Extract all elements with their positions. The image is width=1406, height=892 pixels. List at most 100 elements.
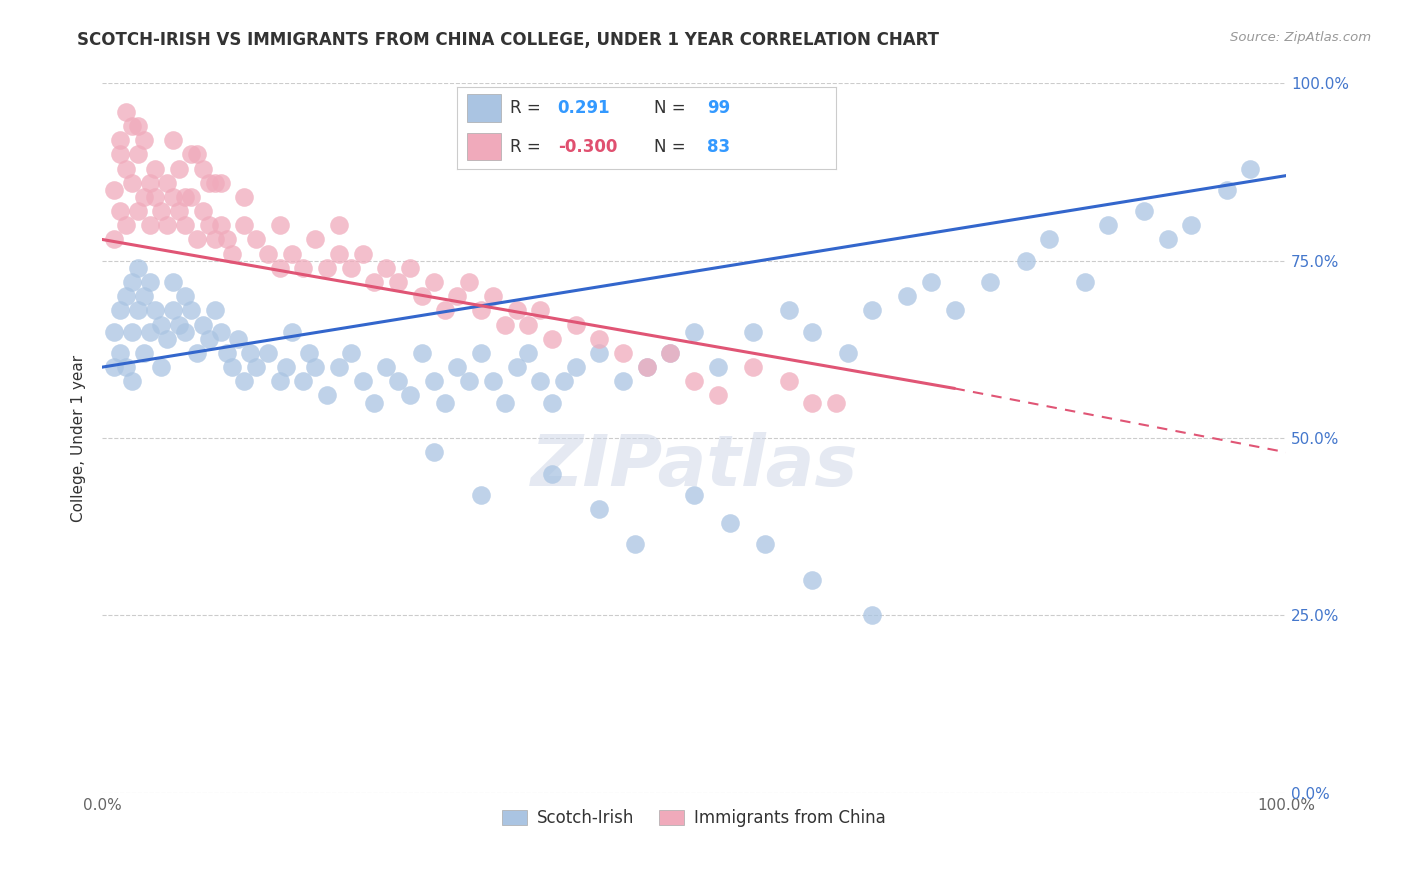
Point — [612, 346, 634, 360]
Point — [742, 360, 765, 375]
Point — [108, 303, 131, 318]
Point — [269, 219, 291, 233]
Point — [422, 445, 444, 459]
Point — [588, 346, 610, 360]
Point — [269, 260, 291, 275]
Point — [801, 395, 824, 409]
Point — [387, 275, 409, 289]
Point — [145, 161, 167, 176]
Point — [115, 289, 138, 303]
Point — [588, 502, 610, 516]
Point — [156, 332, 179, 346]
Point — [612, 374, 634, 388]
Point — [387, 374, 409, 388]
Point — [132, 289, 155, 303]
Point — [399, 388, 422, 402]
Point — [422, 374, 444, 388]
Point — [162, 133, 184, 147]
Point — [541, 467, 564, 481]
Point — [375, 360, 398, 375]
Point — [191, 161, 214, 176]
Text: Source: ZipAtlas.com: Source: ZipAtlas.com — [1230, 31, 1371, 45]
Point — [186, 147, 208, 161]
Point — [1216, 183, 1239, 197]
Point — [446, 289, 468, 303]
Point — [482, 374, 505, 388]
Point — [434, 303, 457, 318]
Point — [363, 395, 385, 409]
Point — [316, 260, 339, 275]
Point — [121, 374, 143, 388]
Point — [529, 374, 551, 388]
Point — [706, 360, 728, 375]
Point — [298, 346, 321, 360]
Point — [121, 325, 143, 339]
Point — [482, 289, 505, 303]
Point — [245, 232, 267, 246]
Point — [375, 260, 398, 275]
Point — [197, 332, 219, 346]
Point — [292, 374, 315, 388]
Point — [340, 346, 363, 360]
Point — [505, 360, 527, 375]
Point — [138, 176, 160, 190]
Point — [138, 325, 160, 339]
Point — [280, 325, 302, 339]
Point — [233, 190, 256, 204]
Legend: Scotch-Irish, Immigrants from China: Scotch-Irish, Immigrants from China — [495, 803, 893, 834]
Point — [659, 346, 682, 360]
Point — [316, 388, 339, 402]
Y-axis label: College, Under 1 year: College, Under 1 year — [72, 354, 86, 522]
Text: ZIPatlas: ZIPatlas — [530, 432, 858, 501]
Text: SCOTCH-IRISH VS IMMIGRANTS FROM CHINA COLLEGE, UNDER 1 YEAR CORRELATION CHART: SCOTCH-IRISH VS IMMIGRANTS FROM CHINA CO… — [77, 31, 939, 49]
Point — [280, 246, 302, 260]
Point — [180, 190, 202, 204]
Point — [221, 360, 243, 375]
Point — [233, 219, 256, 233]
Point — [1239, 161, 1261, 176]
Point — [458, 374, 481, 388]
Point — [115, 219, 138, 233]
Point — [494, 318, 516, 332]
Point — [162, 190, 184, 204]
Point — [801, 573, 824, 587]
Point — [422, 275, 444, 289]
Point — [121, 119, 143, 133]
Point — [340, 260, 363, 275]
Point — [718, 516, 741, 530]
Point — [156, 219, 179, 233]
Point — [446, 360, 468, 375]
Point — [204, 176, 226, 190]
Point — [115, 104, 138, 119]
Point — [257, 346, 280, 360]
Point — [150, 360, 173, 375]
Point — [896, 289, 918, 303]
Point — [517, 346, 540, 360]
Point — [167, 318, 190, 332]
Point — [304, 360, 326, 375]
Point — [191, 318, 214, 332]
Point — [221, 246, 243, 260]
Point — [328, 246, 350, 260]
Point — [624, 537, 647, 551]
Point — [115, 360, 138, 375]
Point — [564, 318, 586, 332]
Point — [132, 133, 155, 147]
Point — [411, 289, 433, 303]
Point — [204, 232, 226, 246]
Point — [127, 119, 149, 133]
Point — [156, 176, 179, 190]
Point — [167, 161, 190, 176]
Point — [553, 374, 575, 388]
Point — [239, 346, 262, 360]
Point — [860, 303, 883, 318]
Point — [127, 260, 149, 275]
Point — [215, 232, 238, 246]
Point — [1097, 219, 1119, 233]
Point — [145, 303, 167, 318]
Point — [108, 346, 131, 360]
Point — [197, 176, 219, 190]
Point — [801, 325, 824, 339]
Point — [588, 332, 610, 346]
Point — [920, 275, 942, 289]
